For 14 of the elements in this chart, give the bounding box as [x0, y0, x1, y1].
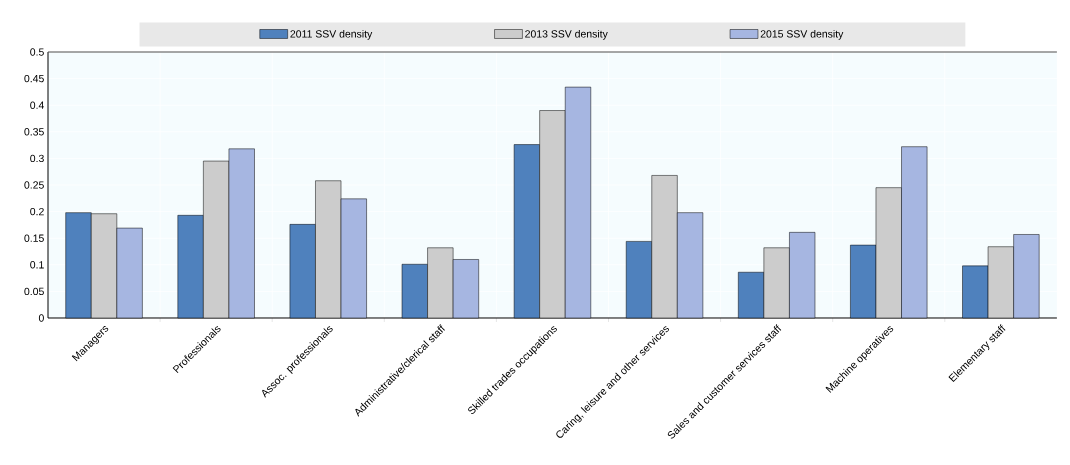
y-tick-label: 0.1 — [30, 261, 44, 269]
legend-label: 2011 SSV density — [290, 29, 373, 40]
legend-label: 2015 SSV density — [760, 29, 844, 40]
y-tick-label: 0.05 — [24, 287, 44, 296]
y-tick-label: 0.2 — [30, 207, 44, 216]
legend-label: 2013 SSV density — [525, 29, 608, 40]
y-tick-label: 0.35 — [24, 128, 44, 136]
y-tick-label: 0.3 — [30, 154, 44, 163]
y-tick-label: 0.45 — [24, 74, 44, 83]
y-tick-label: 0.15 — [24, 234, 44, 242]
y-tick-label: 0.25 — [24, 181, 44, 189]
y-tick-label: 0.4 — [30, 101, 44, 109]
y-tick-label: 0 — [38, 314, 44, 322]
y-tick-label: 0.5 — [30, 48, 44, 56]
